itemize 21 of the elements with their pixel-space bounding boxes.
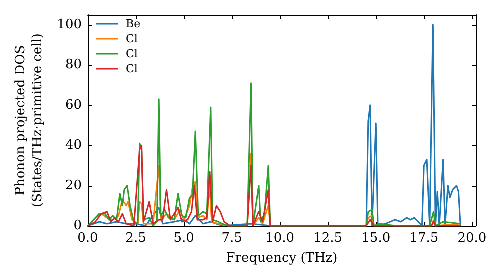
x-tick-label: 12.5 <box>314 231 343 246</box>
y-axis-title: Phonon projected DOS (States/THz·primitive cell) <box>13 33 46 208</box>
y-tick-label: 0 <box>74 218 82 234</box>
x-tick-label: 7.5 <box>222 231 242 246</box>
y-tick-label: 60 <box>65 98 82 113</box>
legend-label: Cl <box>126 32 138 46</box>
y-tick-label: 80 <box>65 58 82 73</box>
legend-label: Be <box>126 18 141 30</box>
x-tick-label: 5.0 <box>174 231 194 246</box>
legend-label: Cl <box>126 62 138 76</box>
legend-label: Cl <box>126 48 138 60</box>
x-tick-label: 0.0 <box>78 231 98 246</box>
x-tick-label: 20.0 <box>458 231 487 246</box>
x-tick-label: 2.5 <box>126 231 146 246</box>
x-axis-title: Frequency (THz) <box>226 251 338 266</box>
x-tick-label: 17.5 <box>410 231 439 246</box>
x-tick-label: 10.0 <box>266 231 295 246</box>
y-tick-label: 40 <box>65 138 82 154</box>
y-tick-label: 20 <box>65 178 82 194</box>
x-tick-label: 15.0 <box>362 231 391 246</box>
y-tick-label: 100 <box>57 18 82 33</box>
